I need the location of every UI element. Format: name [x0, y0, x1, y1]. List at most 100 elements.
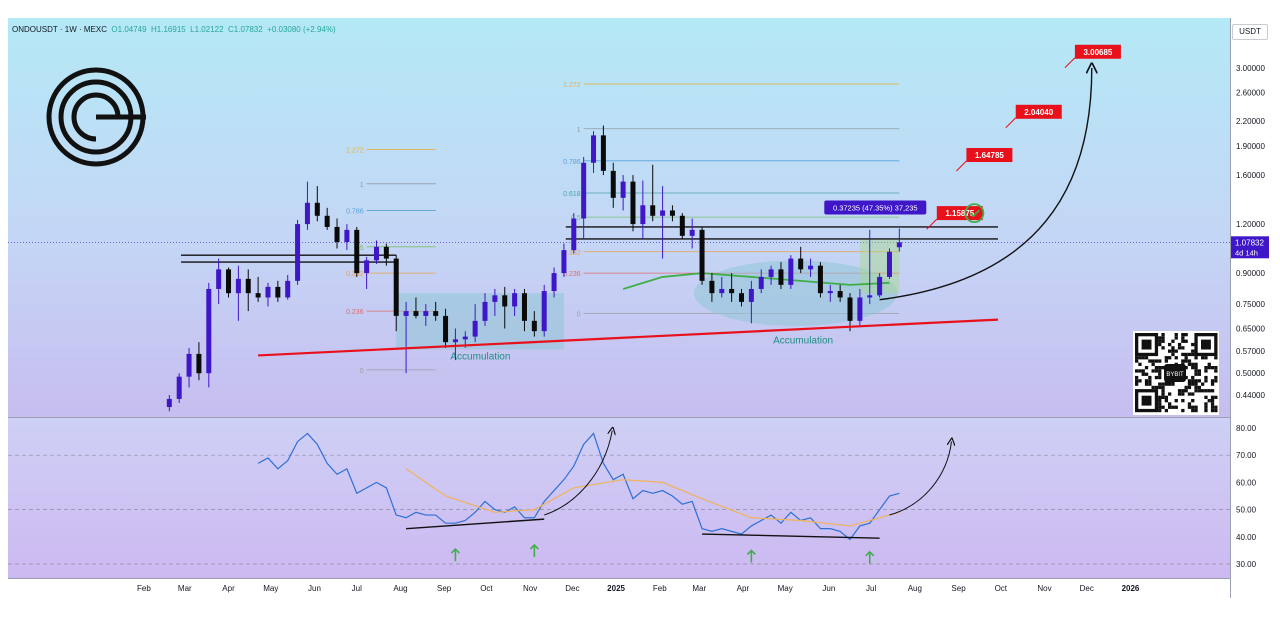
current-price-badge	[1231, 236, 1269, 259]
candle-body	[364, 260, 370, 274]
candle-body	[561, 250, 567, 274]
candle-body	[531, 320, 537, 332]
candle-body	[896, 242, 902, 248]
candle-body	[176, 376, 182, 399]
fib-level-label: 0	[577, 311, 581, 318]
price-tick-label: 1.90000	[1236, 142, 1265, 151]
price-tick-label: 0.44000	[1236, 391, 1265, 400]
candle-body	[324, 215, 330, 227]
currency-selector[interactable]: USDT	[1232, 24, 1268, 40]
support-trendline	[258, 318, 999, 357]
fib-level-label: 0.382	[563, 250, 581, 257]
candle-body	[808, 265, 814, 270]
time-tick-label: Sep	[437, 584, 452, 593]
resistance-levels	[181, 226, 998, 263]
rsi-pane-bg	[8, 418, 1230, 578]
time-tick-label: Feb	[653, 584, 667, 593]
rsi-line	[257, 432, 900, 541]
candle-body	[166, 398, 172, 408]
candle-body	[788, 258, 794, 285]
candle-body	[798, 258, 804, 270]
candle-body	[206, 288, 212, 374]
chart-logo	[46, 67, 146, 167]
candle-body	[235, 278, 241, 294]
candle-body	[748, 288, 754, 302]
candle-body	[226, 269, 232, 294]
candle-body	[433, 311, 439, 316]
candle-body	[462, 336, 468, 340]
fib-level-label: 0.618	[563, 191, 581, 198]
support-line	[258, 318, 999, 357]
price-tick-label: 1.20000	[1236, 220, 1265, 229]
candle-body	[334, 226, 340, 243]
candle-body	[719, 288, 725, 294]
candle-body	[541, 291, 547, 332]
time-tick-label: Jul	[352, 584, 362, 593]
time-tick-label: Apr	[737, 584, 750, 593]
qr-code: BYBIT	[1133, 331, 1219, 415]
candle-body	[255, 293, 261, 298]
up-arrow-icon	[450, 547, 460, 562]
candle-body	[669, 210, 675, 216]
time-tick-label: May	[263, 584, 278, 593]
candle-body	[354, 229, 360, 274]
candle-body	[521, 293, 527, 321]
candles	[166, 125, 902, 412]
candle-body	[600, 135, 606, 171]
rsi-projection-arrow	[889, 442, 951, 516]
candle-body	[482, 301, 488, 321]
time-axis-bg	[8, 578, 1230, 598]
price-tick-label: 0.90000	[1236, 269, 1265, 278]
rsi-tick-label: 30.00	[1236, 560, 1257, 569]
accumulation-label-2: Accumulation	[773, 335, 833, 346]
time-tick-label: Nov	[1037, 584, 1051, 593]
price-axis-bg	[1230, 18, 1272, 598]
rsi-tick-label: 80.00	[1236, 424, 1257, 433]
fib-level-label: 0	[360, 368, 364, 375]
time-tick-label: Oct	[480, 584, 493, 593]
price-tick-label: 1.60000	[1236, 171, 1265, 180]
price-tick-label: 2.20000	[1236, 117, 1265, 126]
price-tick-label: 0.65000	[1236, 325, 1265, 334]
close-value: C1.07832	[228, 25, 263, 34]
candle-body	[679, 215, 685, 236]
candle-body	[867, 295, 873, 298]
target-badge	[1074, 44, 1121, 59]
candle-body	[452, 339, 458, 343]
candle-body	[837, 291, 843, 298]
fib-level-label: 0.236	[563, 271, 581, 278]
candle-body	[413, 311, 419, 316]
candle-body	[275, 286, 281, 298]
up-arrow-icon	[865, 550, 875, 564]
candle-body	[729, 288, 735, 294]
price-tick-label: 0.75000	[1236, 300, 1265, 309]
projection-path	[879, 68, 1092, 301]
fib-level-label: 1.272	[563, 82, 581, 89]
fib-level-label: 1	[577, 127, 581, 134]
candle-body	[344, 229, 350, 243]
price-tick-label: 0.57000	[1236, 347, 1265, 356]
divergence-line	[702, 533, 880, 539]
rsi-tick-label: 70.00	[1236, 451, 1257, 460]
rsi-lines	[257, 431, 951, 564]
candle-body	[512, 293, 518, 307]
target-badge	[966, 148, 1013, 163]
candle-body	[758, 276, 764, 289]
candle-body	[827, 291, 833, 294]
target-label: 1.64785	[975, 151, 1004, 160]
up-arrow-icon	[529, 543, 539, 558]
symbol-label: ONDOUSDT · 1W · MEXC	[12, 25, 107, 34]
candle-body	[886, 251, 892, 277]
low-value: L1.02122	[190, 25, 224, 34]
fib-level-label: 0.236	[346, 309, 364, 316]
time-tick-label: 2026	[1122, 584, 1140, 593]
check-icon-mark	[969, 209, 981, 218]
check-icon	[964, 203, 985, 223]
target-connector	[956, 160, 967, 172]
candle-body	[492, 295, 498, 302]
price-tick-label: 2.60000	[1236, 88, 1265, 97]
time-tick-label: Feb	[137, 584, 151, 593]
projection-arrow	[879, 68, 1092, 301]
